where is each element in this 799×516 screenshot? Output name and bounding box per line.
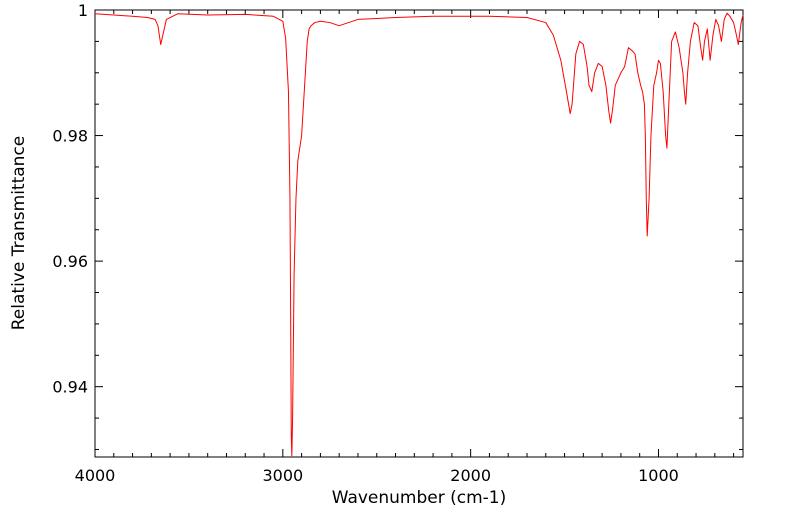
series-layer xyxy=(94,12,744,457)
y-axis-ticks: 1 0.98 0.96 0.94 xyxy=(52,1,743,450)
y-tick-label: 1 xyxy=(78,1,88,20)
x-tick-label: 3000 xyxy=(262,466,303,485)
y-tick-label: 0.94 xyxy=(52,378,88,397)
spectrum-line xyxy=(94,12,744,457)
y-tick-label: 0.98 xyxy=(52,127,88,146)
plot-area-frame xyxy=(94,9,744,458)
x-axis-label: Wavenumber (cm-1) xyxy=(332,488,507,508)
x-axis-ticks: 4000 3000 2000 1000 xyxy=(75,10,735,485)
x-tick-label: 2000 xyxy=(450,466,491,485)
x-tick-label: 4000 xyxy=(75,466,116,485)
y-tick-label: 0.96 xyxy=(52,252,88,271)
y-axis-label: Relative Transmittance xyxy=(9,136,29,331)
x-tick-label: 1000 xyxy=(638,466,679,485)
